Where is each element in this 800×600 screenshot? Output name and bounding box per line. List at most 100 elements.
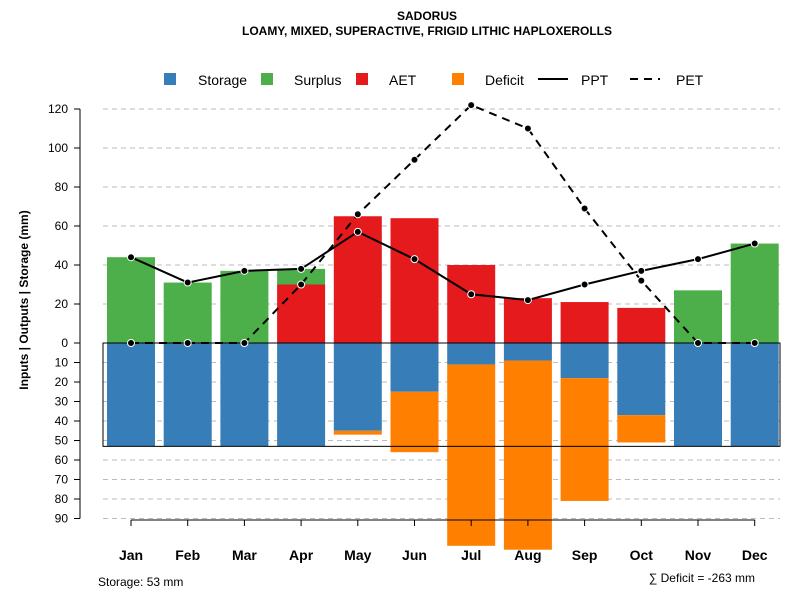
y-tick-label-lower: 90 bbox=[55, 512, 69, 526]
bar-surplus-nov bbox=[674, 290, 722, 343]
point-pet-may bbox=[353, 210, 362, 219]
point-pet-nov bbox=[694, 339, 702, 347]
y-tick-label-lower: 50 bbox=[55, 434, 69, 448]
y-tick-label-upper: 20 bbox=[55, 297, 69, 311]
point-ppt-nov bbox=[694, 255, 702, 264]
y-tick-label-upper: 80 bbox=[55, 180, 69, 194]
point-pet-dec bbox=[750, 339, 759, 347]
legend-label-pet: PET bbox=[676, 72, 704, 88]
y-tick-label-upper: 100 bbox=[48, 141, 68, 155]
legend-label-ppt: PPT bbox=[581, 72, 609, 88]
point-ppt-apr bbox=[297, 264, 306, 273]
bar-storage-oct bbox=[617, 343, 666, 416]
bar-deficit-sep bbox=[560, 378, 609, 501]
point-pet-sep bbox=[580, 204, 589, 213]
storage-note: Storage: 53 mm bbox=[98, 575, 183, 589]
bar-aet-apr bbox=[277, 284, 326, 343]
x-tick-label-jan: Jan bbox=[119, 547, 143, 563]
point-pet-aug bbox=[523, 124, 532, 133]
bar-surplus-dec bbox=[730, 243, 779, 343]
y-tick-label-upper: 60 bbox=[55, 219, 69, 233]
point-ppt-jan bbox=[127, 253, 135, 262]
bar-storage-dec bbox=[730, 343, 779, 447]
point-ppt-oct bbox=[637, 266, 646, 275]
y-tick-label-upper: 40 bbox=[55, 258, 69, 272]
point-pet-oct bbox=[637, 276, 646, 285]
point-pet-mar bbox=[240, 339, 249, 347]
point-ppt-feb bbox=[183, 278, 192, 287]
x-tick-label-feb: Feb bbox=[175, 547, 200, 563]
bar-deficit-aug bbox=[503, 360, 552, 550]
legend-label-surplus: Surplus bbox=[294, 72, 341, 88]
line-pet bbox=[131, 103, 755, 344]
legend-label-deficit: Deficit bbox=[485, 72, 524, 88]
point-ppt-dec bbox=[750, 239, 759, 248]
bar-aet-sep bbox=[560, 302, 609, 343]
legend-swatch-storage bbox=[164, 73, 176, 85]
chart-subtitle: LOAMY, MIXED, SUPERACTIVE, FRIGID LITHIC… bbox=[242, 24, 612, 38]
bar-aet-jun bbox=[390, 218, 439, 343]
y-tick-label-upper: 120 bbox=[48, 102, 68, 116]
x-tick-label-sep: Sep bbox=[572, 547, 598, 563]
y-tick-label-lower: 40 bbox=[55, 414, 69, 428]
bar-surplus-jan bbox=[107, 257, 155, 343]
bar-storage-jun bbox=[390, 343, 439, 392]
point-ppt-jun bbox=[410, 255, 419, 264]
y-tick-label-lower: 20 bbox=[55, 375, 69, 389]
y-tick-label-lower: 80 bbox=[55, 492, 69, 506]
point-ppt-aug bbox=[523, 296, 532, 305]
bar-aet-may bbox=[333, 216, 382, 343]
point-pet-apr bbox=[297, 280, 306, 289]
bar-storage-mar bbox=[220, 343, 269, 447]
point-ppt-may bbox=[353, 227, 362, 236]
bar-aet-oct bbox=[617, 307, 666, 343]
bar-storage-sep bbox=[560, 343, 609, 379]
bar-storage-nov bbox=[674, 343, 722, 447]
y-tick-label-lower: 30 bbox=[55, 395, 69, 409]
legend-swatch-deficit bbox=[452, 73, 464, 85]
bar-deficit-oct bbox=[617, 415, 666, 443]
legend: Storage Surplus AET Deficit PPT PET bbox=[164, 72, 704, 88]
chart-title: SADORUS bbox=[397, 9, 457, 23]
deficit-note: ∑ Deficit = -263 mm bbox=[649, 571, 755, 585]
bar-storage-feb bbox=[163, 343, 212, 447]
bar-storage-may bbox=[333, 343, 382, 431]
x-tick-label-jun: Jun bbox=[402, 547, 427, 563]
point-pet-jul bbox=[467, 101, 476, 110]
x-tick-label-aug: Aug bbox=[514, 547, 541, 563]
bar-deficit-jun bbox=[390, 391, 439, 453]
y-tick-label-upper: 0 bbox=[61, 336, 68, 350]
bar-surplus-apr bbox=[277, 268, 326, 285]
bar-surplus-feb bbox=[163, 282, 212, 343]
y-tick-label-lower: 70 bbox=[55, 473, 69, 487]
bar-aet-aug bbox=[503, 298, 552, 343]
lines-group bbox=[127, 101, 759, 347]
bar-surplus-mar bbox=[220, 270, 269, 343]
x-tick-label-apr: Apr bbox=[289, 547, 314, 563]
line-ppt bbox=[130, 230, 755, 302]
x-tick-label-jul: Jul bbox=[461, 547, 481, 563]
x-tick-label-dec: Dec bbox=[742, 547, 768, 563]
y-tick-label-lower: 60 bbox=[55, 453, 69, 467]
gridlines bbox=[103, 108, 780, 519]
bar-storage-jul bbox=[447, 343, 496, 365]
legend-label-aet: AET bbox=[389, 72, 417, 88]
point-pet-jun bbox=[410, 155, 419, 164]
legend-label-storage: Storage bbox=[198, 72, 247, 88]
bar-storage-jan bbox=[107, 343, 155, 447]
bar-deficit-jul bbox=[447, 364, 496, 546]
x-tick-label-mar: Mar bbox=[232, 547, 257, 563]
legend-swatch-surplus bbox=[261, 73, 273, 85]
axes-group: 0 20 40 60 80 100 120 10 20 30 40 50 60 70 80 90 Jan Feb M… bbox=[48, 102, 768, 563]
x-tick-label-may: May bbox=[344, 547, 371, 563]
point-ppt-jul bbox=[467, 290, 476, 299]
x-tick-label-nov: Nov bbox=[685, 547, 712, 563]
point-pet-jan bbox=[127, 339, 135, 347]
y-axis-label: Inputs | Outputs | Storage (mm) bbox=[17, 210, 31, 389]
x-tick-label-oct: Oct bbox=[630, 547, 654, 563]
y-tick-label-lower: 10 bbox=[55, 356, 69, 370]
point-ppt-mar bbox=[240, 266, 249, 275]
bar-deficit-may bbox=[333, 430, 382, 435]
bar-storage-aug bbox=[503, 343, 552, 361]
